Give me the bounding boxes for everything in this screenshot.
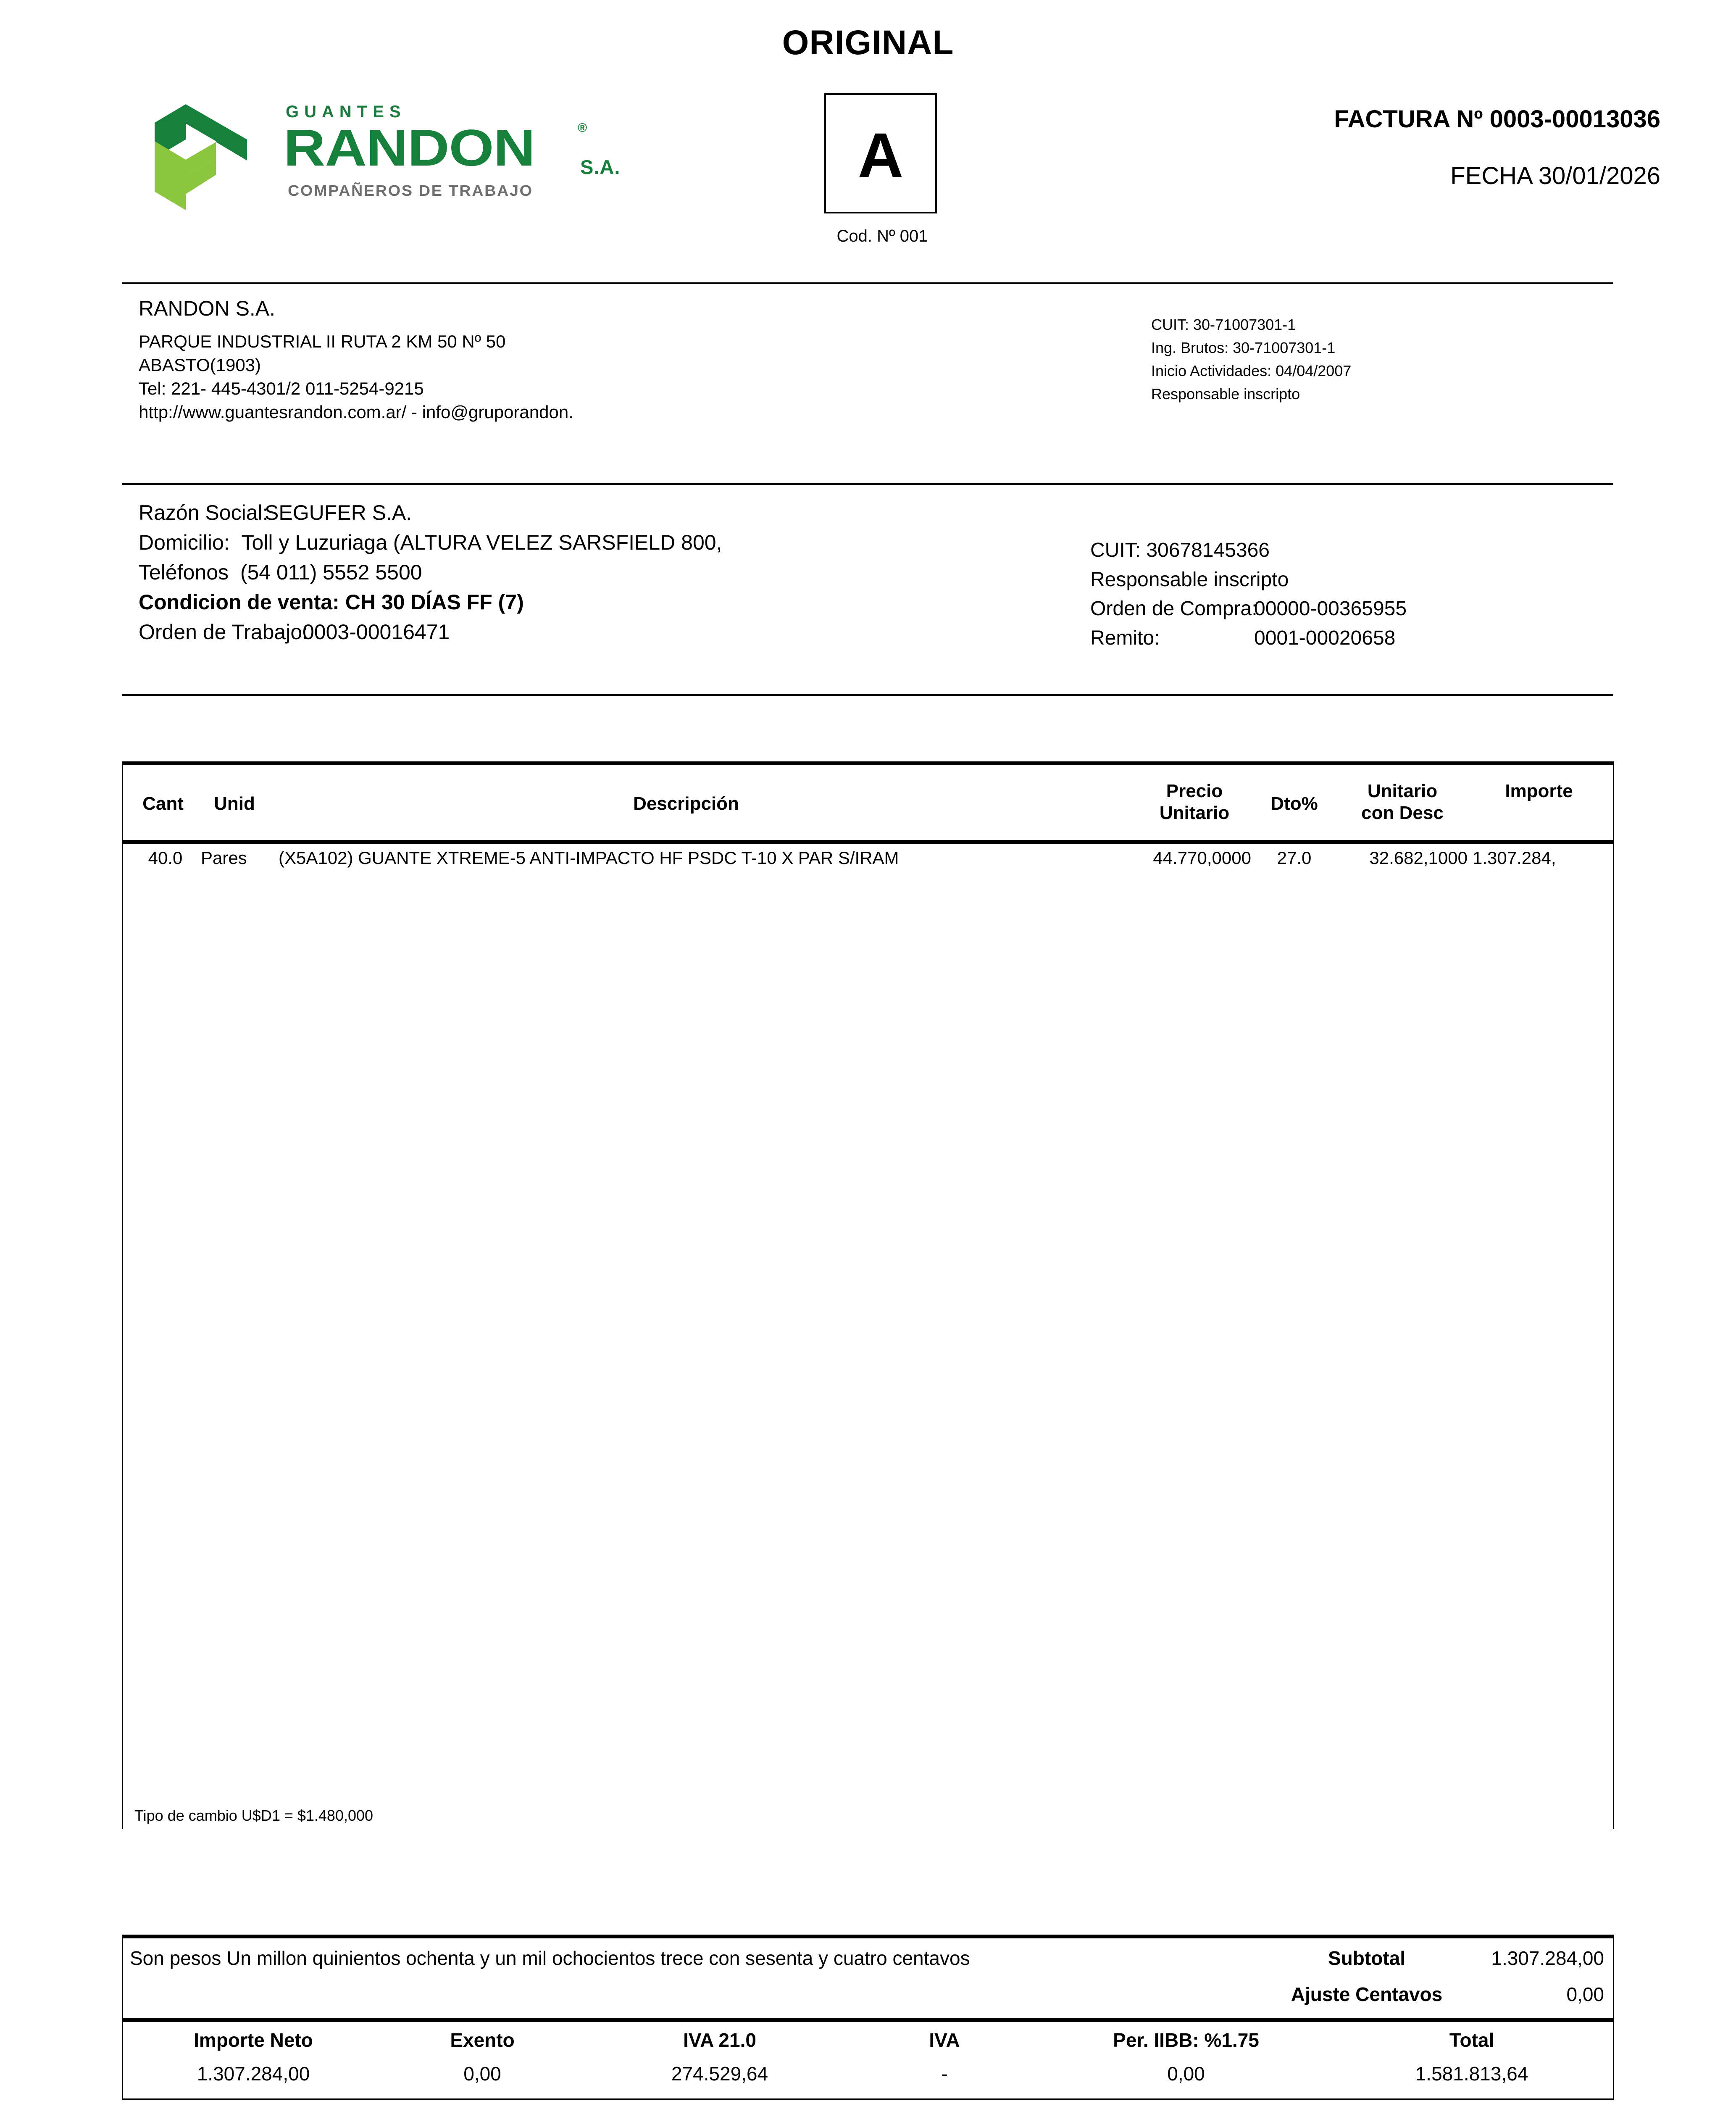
total-header-4: Per. IIBB: %1.75 (1113, 2029, 1259, 2051)
customer-telefonos-label: Teléfonos (139, 561, 229, 584)
customer-orden-compra-value: 00000-00365955 (1254, 598, 1407, 620)
col-header-dto: Dto% (1270, 793, 1318, 814)
col-header-descripcion: Descripción (633, 793, 739, 814)
col-header-unitdesc-line1: Unitario (1367, 781, 1438, 801)
customer-remito-value: 0001-00020658 (1254, 627, 1396, 649)
col-header-unitdesc-line2: con Desc (1361, 802, 1444, 823)
customer-orden-compra-label: Orden de Compra: (1090, 598, 1257, 620)
cell-unid: Pares (201, 848, 247, 868)
issuer-inicio-actividades: Inicio Actividades: 04/04/2007 (1151, 362, 1352, 380)
customer-orden-trabajo-row: Orden de Trabajo:0003-00016471 (139, 617, 1084, 647)
col-header-unid: Unid (214, 793, 255, 814)
company-logo: GUANTES RANDON ® S.A. COMPAÑEROS DE TRAB… (139, 101, 634, 219)
customer-razon-social-value: SEGUFER S.A. (265, 501, 412, 524)
ajuste-centavos-label: Ajuste Centavos (1291, 1983, 1443, 2005)
total-value-1: 0,00 (463, 2063, 501, 2085)
customer-razon-social-label: Razón Social: (139, 501, 268, 524)
total-header-1: Exento (450, 2029, 515, 2051)
total-header-3: IVA (929, 2029, 960, 2051)
col-header-precio-line1: Precio (1166, 781, 1223, 801)
customer-telefonos-value: (54 011) 5552 5500 (240, 561, 422, 584)
randon-logo-wordmark: GUANTES RANDON ® S.A. COMPAÑEROS DE TRAB… (284, 101, 632, 219)
issuer-condicion-iva: Responsable inscripto (1151, 385, 1300, 403)
total-value-3: - (941, 2063, 948, 2085)
ajuste-centavos-value: 0,00 (1566, 1983, 1604, 2005)
customer-cuit: CUIT: 30678145366 (1090, 539, 1270, 561)
customer-condicion-venta-value: CH 30 DÍAS FF (7) (345, 590, 524, 614)
divider-1 (122, 282, 1613, 284)
logo-guantes-text: GUANTES (286, 103, 406, 121)
total-header-5: Total (1449, 2029, 1494, 2051)
customer-condicion-iva: Responsable inscripto (1090, 568, 1289, 591)
issuer-city: ABASTO(1903) (139, 355, 261, 375)
logo-sa-text: S.A. (580, 156, 621, 178)
logo-randon-text: RANDON (284, 119, 535, 177)
total-header-0: Importe Neto (194, 2029, 313, 2051)
totals-upper-row: Son pesos Un millon quinientos ochenta y… (123, 1938, 1613, 2022)
customer-tax-block: CUIT: 30678145366 Responsable inscripto … (1090, 536, 1678, 653)
issuer-cuit: CUIT: 30-71007301-1 (1151, 316, 1296, 333)
invoice-number: FACTURA Nº 0003-00013036 (1334, 105, 1660, 133)
divider-3 (122, 694, 1613, 696)
total-value-5: 1.581.813,64 (1415, 2063, 1528, 2085)
cell-cant: 40.0 (148, 848, 183, 868)
issuer-tax-block: CUIT: 30-71007301-1 Ing. Brutos: 30-7100… (1151, 313, 1655, 405)
subtotal-value: 1.307.284,00 (1491, 1947, 1604, 1969)
total-value-2: 274.529,64 (671, 2063, 768, 2085)
col-header-importe: Importe (1505, 781, 1573, 801)
customer-domicilio-label: Domicilio: (139, 531, 230, 554)
col-header-cant: Cant (142, 793, 184, 814)
items-table-body: 40.0 Pares (X5A102) GUANTE XTREME-5 ANTI-I… (122, 844, 1614, 1829)
customer-domicilio-row: Domicilio: Toll y Luzuriaga (ALTURA VELE… (139, 528, 1084, 558)
items-table: Cant Unid Descripción Precio Unitario Dt… (122, 761, 1614, 1829)
cell-descripcion: (X5A102) GUANTE XTREME-5 ANTI-IMPACTO HF… (279, 848, 899, 868)
customer-block: Razón Social:SEGUFER S.A. Domicilio: Tol… (139, 498, 1084, 647)
cell-precio-unitario: 44.770,0000 (1153, 848, 1251, 868)
cell-dto: 27.0 (1277, 848, 1312, 868)
logo-registered-icon: ® (578, 121, 587, 135)
logo-tagline-text: COMPAÑEROS DE TRABAJO (288, 182, 533, 199)
randon-logo-mark (139, 101, 277, 219)
issuer-ing-brutos: Ing. Brutos: 30-71007301-1 (1151, 339, 1336, 357)
totals-block: Son pesos Un millon quinientos ochenta y… (122, 1935, 1614, 2100)
total-value-4: 0,00 (1167, 2063, 1205, 2085)
issuer-block: RANDON S.A. PARQUE INDUSTRIAL II RUTA 2 … (139, 296, 853, 424)
cell-unitario-con-desc: 32.682,1000 (1369, 848, 1468, 868)
totals-lower-row: Importe Neto 1.307.284,00 Exento 0,00 IVA 21… (123, 2022, 1613, 2098)
copy-type-label: ORIGINAL (782, 24, 954, 62)
invoice-cod-label: Cod. Nº 001 (836, 227, 928, 245)
total-value-0: 1.307.284,00 (197, 2063, 310, 2085)
cell-importe: 1.307.284, (1473, 848, 1556, 868)
customer-orden-trabajo-label: Orden de Trabajo: (139, 620, 308, 644)
col-header-precio-line2: Unitario (1159, 802, 1230, 823)
customer-condicion-venta-label: Condicion de venta: (139, 590, 339, 614)
invoice-letter: A (857, 120, 904, 190)
divider-2 (122, 483, 1613, 485)
col-header-precio-unitario: Precio Unitario (1138, 780, 1251, 824)
subtotal-label: Subtotal (1328, 1947, 1405, 1969)
issuer-address: PARQUE INDUSTRIAL II RUTA 2 KM 50 Nº 50 (139, 332, 506, 351)
customer-telefonos-row: Teléfonos (54 011) 5552 5500 (139, 558, 1084, 587)
exchange-rate-note: Tipo de cambio U$D1 = $1.480,000 (134, 1807, 374, 1824)
customer-domicilio-value: Toll y Luzuriaga (ALTURA VELEZ SARSFIELD… (241, 531, 722, 554)
customer-razon-social-row: Razón Social:SEGUFER S.A. (139, 498, 1084, 528)
table-row: 40.0 Pares (X5A102) GUANTE XTREME-5 ANTI-I… (123, 844, 1613, 873)
invoice-letter-box: A (824, 93, 937, 213)
customer-orden-trabajo-value: 0003-00016471 (302, 620, 450, 644)
customer-remito-label: Remito: (1090, 627, 1160, 649)
amount-in-words: Son pesos Un millon quinientos ochenta y… (130, 1947, 970, 1969)
customer-orden-compra-row: Orden de Compra:00000-00365955 (1090, 594, 1678, 624)
invoice-date: FECHA 30/01/2026 (1450, 162, 1660, 190)
total-header-2: IVA 21.0 (683, 2029, 756, 2051)
col-header-unitario-con-desc: Unitario con Desc (1335, 780, 1470, 824)
customer-remito-row: Remito: 0001-00020658 (1090, 624, 1678, 653)
customer-condicion-venta-row: Condicion de venta: CH 30 DÍAS FF (7) (139, 587, 1084, 617)
issuer-phone: Tel: 221- 445-4301/2 011-5254-9215 (139, 378, 424, 398)
issuer-name: RANDON S.A. (139, 297, 276, 320)
issuer-web: http://www.guantesrandon.com.ar/ - info@… (139, 402, 573, 422)
items-table-header: Cant Unid Descripción Precio Unitario Dt… (122, 761, 1614, 844)
